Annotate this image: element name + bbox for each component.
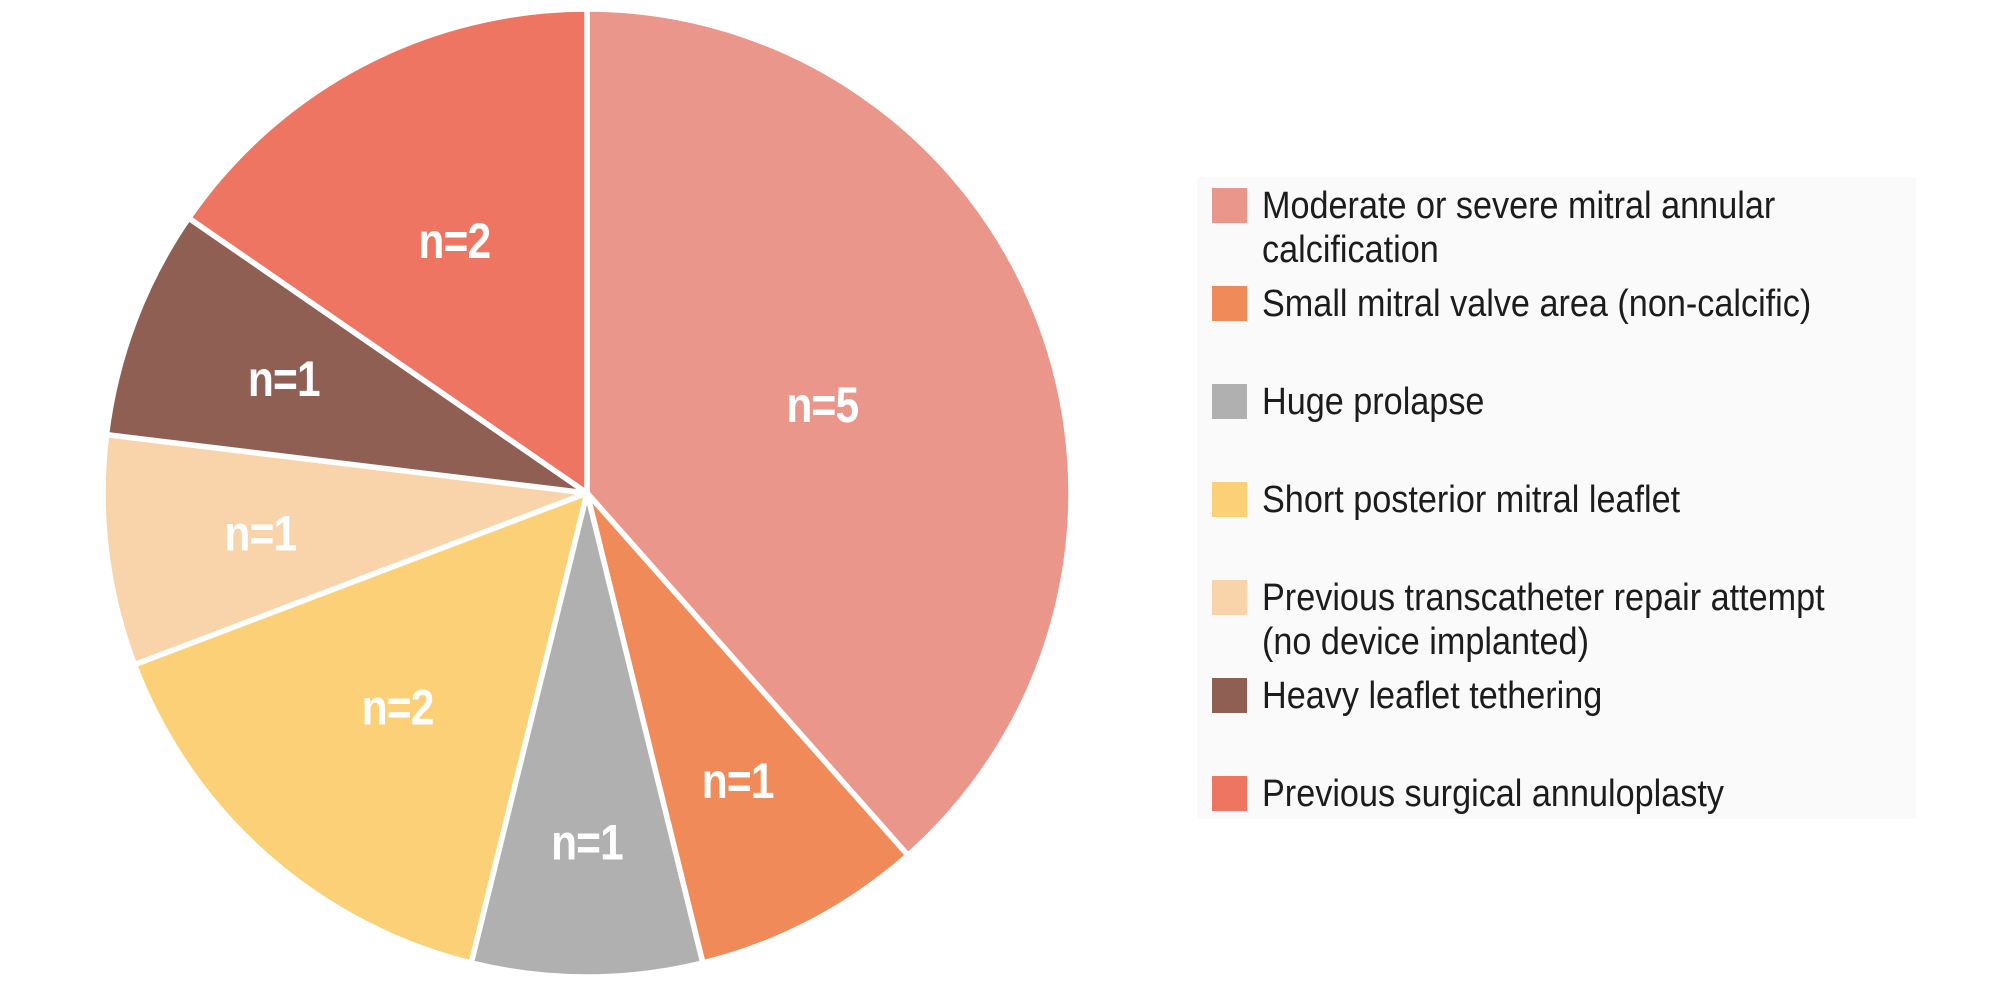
legend-swatch — [1212, 776, 1247, 811]
pie-slice-0 — [584, 6, 1074, 859]
legend-item: Huge prolapse — [1212, 381, 1509, 424]
legend-swatch — [1212, 286, 1247, 321]
legend-label: Previous transcatheter repair attempt (no… — [1262, 577, 1825, 663]
slice-label: n=5 — [786, 377, 858, 433]
slice-label: n=1 — [702, 753, 774, 809]
legend-label: Previous surgical annuloplasty — [1262, 773, 1724, 815]
legend-swatch — [1212, 580, 1247, 615]
legend-item: Short posterior mitral leaflet — [1212, 479, 1727, 522]
pie-slice-5 — [103, 215, 590, 496]
legend-label: Small mitral valve area (non-calcific) — [1262, 283, 1812, 325]
pie-slice-6 — [185, 6, 590, 496]
legend-item: Heavy leaflet tethering — [1212, 675, 1640, 718]
legend-item: Previous transcatheter repair attempt (no… — [1212, 577, 1887, 664]
legend-swatch — [1212, 188, 1247, 223]
legend-label: Short posterior mitral leaflet — [1262, 479, 1681, 521]
pie-slice-4 — [100, 431, 590, 668]
slice-label: n=1 — [248, 351, 320, 407]
legend-swatch — [1212, 384, 1247, 419]
slice-label: n=2 — [418, 213, 490, 269]
pie-slice-2 — [468, 490, 706, 980]
legend-swatch — [1212, 482, 1247, 517]
slice-label: n=1 — [224, 505, 296, 561]
pie-slice-1 — [584, 490, 911, 966]
slice-label: n=1 — [551, 814, 623, 870]
legend: Moderate or severe mitral annular calcifi… — [1197, 177, 1916, 819]
legend-item: Moderate or severe mitral annular calcifi… — [1212, 185, 1832, 272]
pie-slice-3 — [131, 490, 590, 966]
legend-item: Small mitral valve area (non-calcific) — [1212, 283, 1872, 326]
legend-swatch — [1212, 678, 1247, 713]
slice-label: n=2 — [362, 679, 434, 735]
legend-item: Previous surgical annuloplasty — [1212, 773, 1775, 816]
legend-label: Huge prolapse — [1262, 381, 1485, 423]
legend-label: Moderate or severe mitral annular calcifi… — [1262, 185, 1776, 271]
legend-label: Heavy leaflet tethering — [1262, 675, 1603, 717]
